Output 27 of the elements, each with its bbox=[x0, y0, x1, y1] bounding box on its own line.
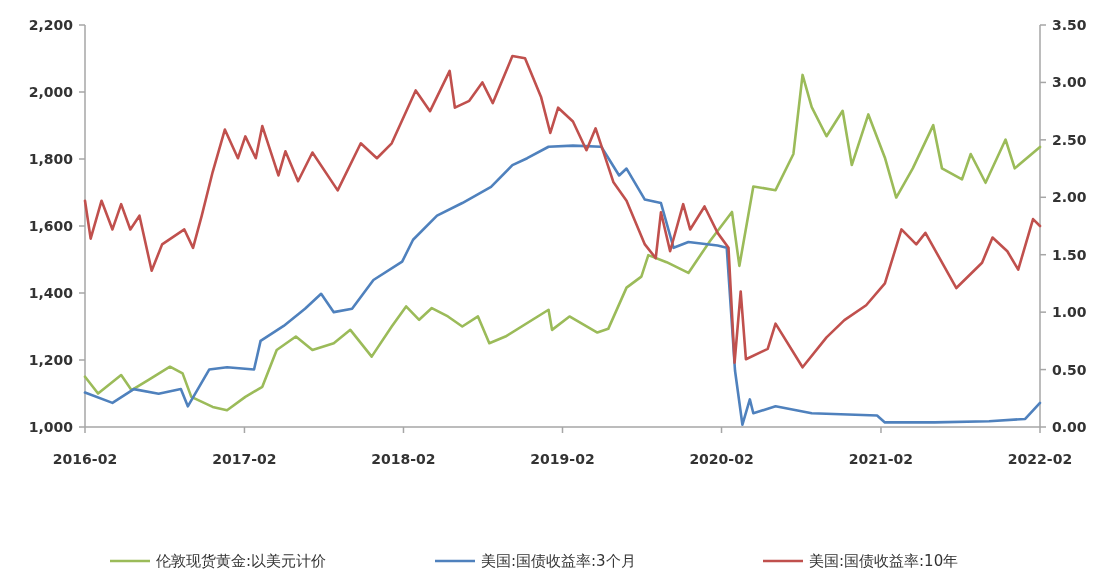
y2-tick-label: 0.00 bbox=[1052, 419, 1087, 435]
line-series bbox=[83, 73, 1042, 412]
y-tick-label: 1,400 bbox=[28, 285, 74, 301]
y2-tick-label: 2.50 bbox=[1052, 131, 1087, 148]
y-tick-label: 2,000 bbox=[28, 84, 74, 100]
y2-tick-label: 2.00 bbox=[1052, 189, 1087, 206]
y-tick-label: 1,000 bbox=[28, 419, 74, 435]
x-tick-label: 2021-02 bbox=[848, 451, 914, 467]
x-tick-label: 2022-02 bbox=[1007, 451, 1073, 467]
x-tick-label: 2017-02 bbox=[212, 451, 277, 467]
legend-label: 美国:国债收益率:3个月 bbox=[481, 552, 636, 570]
x-tick-label: 2020-02 bbox=[689, 451, 754, 467]
y2-tick-label: 1.00 bbox=[1052, 304, 1087, 321]
y2-tick-label: 3.50 bbox=[1052, 17, 1087, 33]
y-tick-label: 1,800 bbox=[28, 151, 74, 167]
y-tick-label: 1,600 bbox=[28, 218, 74, 234]
y2-tick-label: 1.50 bbox=[1052, 246, 1087, 263]
y2-tick-label: 3.00 bbox=[1052, 74, 1087, 91]
x-tick-label: 2018-02 bbox=[371, 451, 436, 467]
line-series bbox=[83, 54, 1042, 369]
x-tick-label: 2016-02 bbox=[52, 451, 118, 467]
x-tick-label: 2019-02 bbox=[530, 451, 595, 467]
y-tick-label: 2,200 bbox=[28, 17, 74, 33]
y2-tick-label: 0.50 bbox=[1052, 361, 1087, 378]
legend-label: 美国:国债收益率:10年 bbox=[809, 552, 959, 570]
legend-label: 伦敦现货黄金:以美元计价 bbox=[156, 552, 327, 570]
y-tick-label: 1,200 bbox=[28, 352, 74, 368]
